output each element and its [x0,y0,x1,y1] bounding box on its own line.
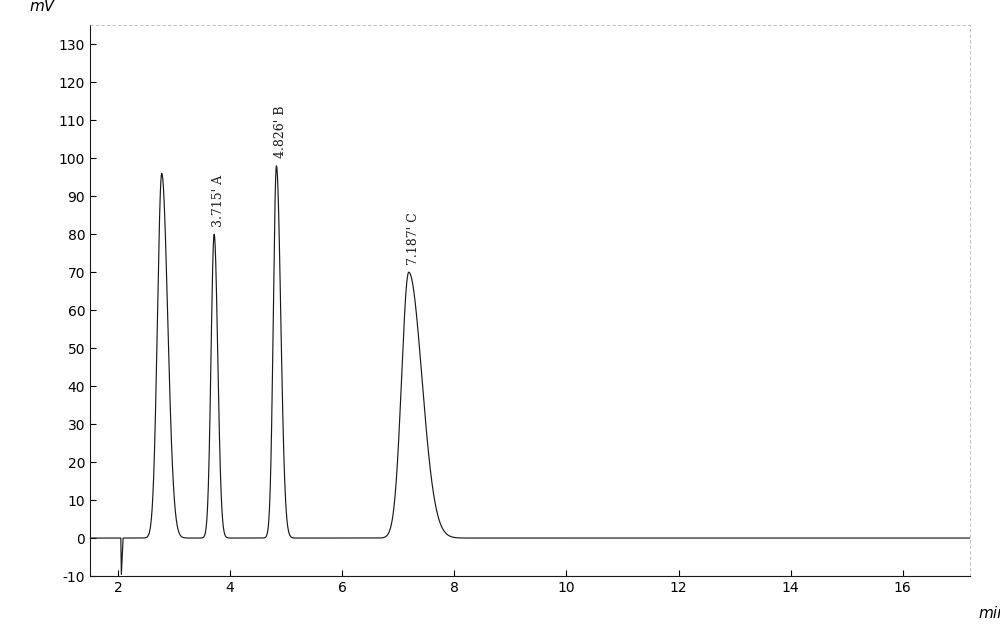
Y-axis label: mV: mV [29,0,54,15]
Text: 4.826' B: 4.826' B [274,106,287,158]
Text: 7.187' C: 7.187' C [407,212,420,265]
Text: 3.715' A: 3.715' A [212,175,225,227]
Text: min: min [979,606,1000,622]
